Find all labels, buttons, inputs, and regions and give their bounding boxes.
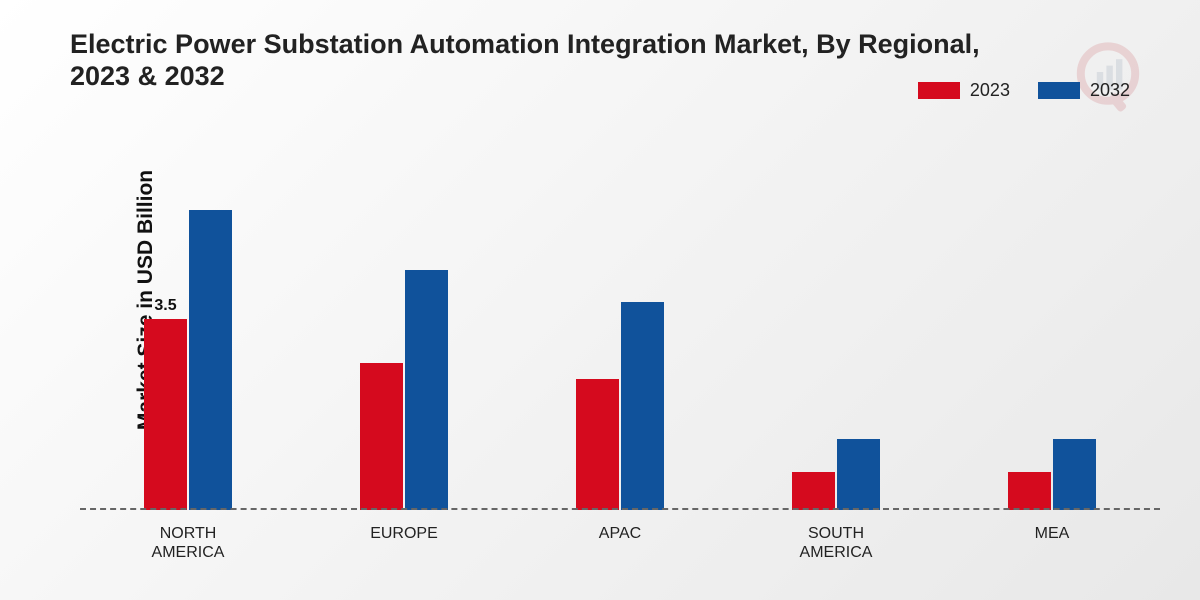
bar-pair: 3.5	[144, 210, 232, 510]
bar	[1053, 439, 1096, 510]
bar-pair	[576, 302, 664, 510]
bar	[576, 379, 619, 510]
bar	[1008, 472, 1051, 510]
x-tick-label: NORTH AMERICA	[80, 525, 296, 562]
bar	[792, 472, 835, 510]
bar	[621, 302, 664, 510]
baseline	[80, 508, 1160, 510]
bar	[405, 270, 448, 510]
legend-item-2032: 2032	[1038, 80, 1130, 101]
legend-label-2032: 2032	[1090, 80, 1130, 101]
legend-item-2023: 2023	[918, 80, 1010, 101]
bar-pair	[360, 270, 448, 510]
bar-value-label: 3.5	[144, 297, 187, 315]
bar-group	[512, 155, 728, 510]
legend-swatch-2032	[1038, 82, 1080, 99]
chart-title: Electric Power Substation Automation Int…	[70, 28, 990, 93]
bar-group	[944, 155, 1160, 510]
x-tick-label: APAC	[512, 525, 728, 562]
legend: 2023 2032	[918, 80, 1130, 101]
bar	[189, 210, 232, 510]
bar-pair	[792, 439, 880, 510]
bar-group: 3.5	[80, 155, 296, 510]
bar-group	[296, 155, 512, 510]
bar: 3.5	[144, 319, 187, 510]
bar-groups: 3.5	[80, 155, 1160, 510]
plot-area: 3.5	[80, 155, 1160, 510]
x-axis-labels: NORTH AMERICAEUROPEAPACSOUTH AMERICAMEA	[80, 525, 1160, 562]
legend-label-2023: 2023	[970, 80, 1010, 101]
bar	[837, 439, 880, 510]
bar	[360, 363, 403, 510]
bar-pair	[1008, 439, 1096, 510]
x-tick-label: SOUTH AMERICA	[728, 525, 944, 562]
legend-swatch-2023	[918, 82, 960, 99]
bar-group	[728, 155, 944, 510]
x-tick-label: MEA	[944, 525, 1160, 562]
x-tick-label: EUROPE	[296, 525, 512, 562]
